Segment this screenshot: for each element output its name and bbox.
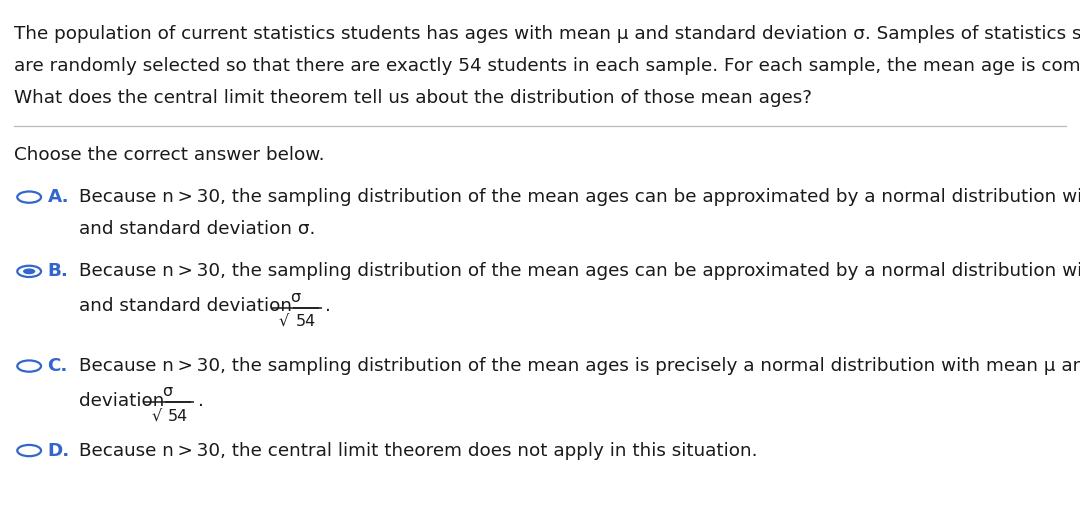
Text: 54: 54 bbox=[296, 314, 315, 329]
Text: Because n > 30, the sampling distribution of the mean ages can be approximated b: Because n > 30, the sampling distributio… bbox=[79, 262, 1080, 281]
Text: C.: C. bbox=[48, 357, 68, 375]
Text: are randomly selected so that there are exactly 54 students in each sample. For : are randomly selected so that there are … bbox=[14, 57, 1080, 75]
Text: Because n > 30, the sampling distribution of the mean ages can be approximated b: Because n > 30, the sampling distributio… bbox=[79, 188, 1080, 206]
Text: and standard deviation σ.: and standard deviation σ. bbox=[79, 220, 315, 239]
Text: The population of current statistics students has ages with mean μ and standard : The population of current statistics stu… bbox=[14, 25, 1080, 42]
Text: Because n > 30, the central limit theorem does not apply in this situation.: Because n > 30, the central limit theore… bbox=[79, 441, 757, 460]
Text: A.: A. bbox=[48, 188, 69, 206]
Text: 54: 54 bbox=[168, 409, 188, 423]
Text: and standard deviation: and standard deviation bbox=[79, 297, 292, 315]
Text: Choose the correct answer below.: Choose the correct answer below. bbox=[14, 146, 325, 164]
Text: deviation: deviation bbox=[79, 392, 164, 410]
Text: σ: σ bbox=[289, 290, 300, 305]
Text: Because n > 30, the sampling distribution of the mean ages is precisely a normal: Because n > 30, the sampling distributio… bbox=[79, 357, 1080, 375]
Text: σ: σ bbox=[162, 385, 173, 399]
Text: √: √ bbox=[151, 409, 162, 423]
Text: What does the central limit theorem tell us about the distribution of those mean: What does the central limit theorem tell… bbox=[14, 89, 812, 107]
Text: .: . bbox=[325, 297, 330, 315]
Text: .: . bbox=[198, 392, 203, 410]
Text: D.: D. bbox=[48, 441, 70, 460]
Circle shape bbox=[23, 268, 36, 274]
Text: B.: B. bbox=[48, 262, 68, 281]
Text: √: √ bbox=[279, 314, 289, 329]
